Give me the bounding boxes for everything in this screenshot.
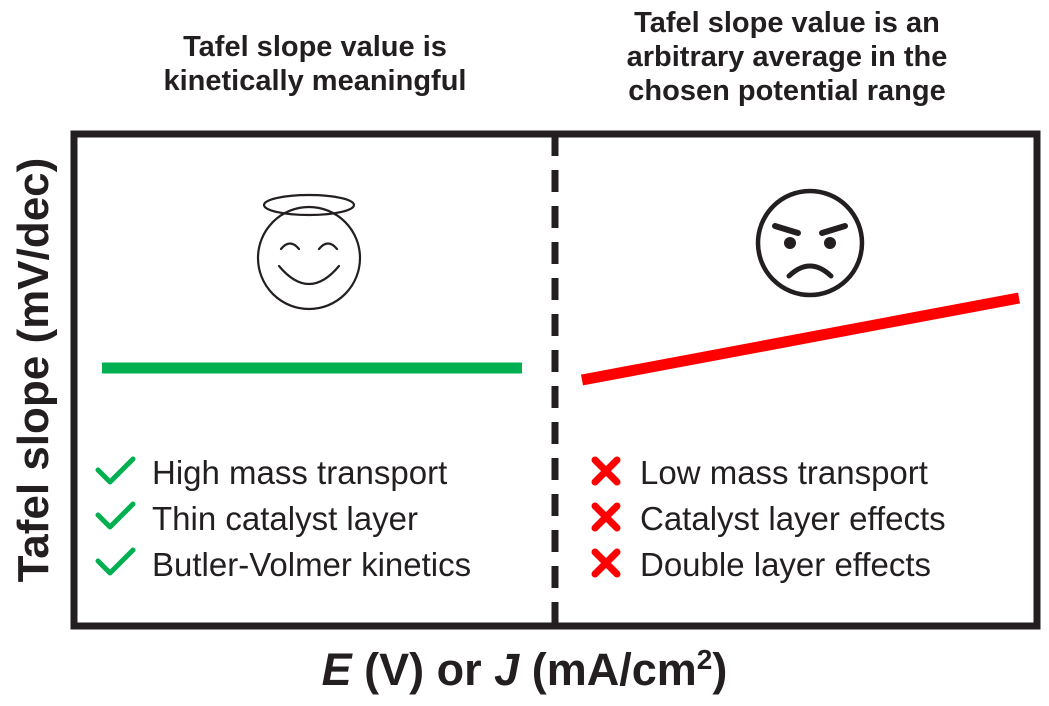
right-heading-line-1: Tafel slope value is an xyxy=(634,7,940,39)
cross-icon xyxy=(591,548,621,578)
y-axis-label: Tafel slope (mV/dec) xyxy=(9,157,58,583)
rising-tafel-slope-line xyxy=(580,292,1021,386)
cross-icon xyxy=(591,502,621,532)
check-icon xyxy=(95,456,136,485)
check-icon xyxy=(95,501,136,530)
left-panel-heading: Tafel slope value is kinetically meaning… xyxy=(80,30,550,98)
right-conditions-list: Low mass transport Catalyst layer effect… xyxy=(591,454,946,583)
left-conditions-list: High mass transport Thin catalyst layer … xyxy=(95,454,471,583)
halo-smiling-face-icon xyxy=(256,193,362,311)
right-panel-heading: Tafel slope value is an arbitrary averag… xyxy=(562,6,1012,108)
right-heading-line-3: chosen potential range xyxy=(628,75,946,107)
left-heading-line-1: Tafel slope value is xyxy=(183,31,447,63)
left-condition-2: Thin catalyst layer xyxy=(152,500,418,537)
x-axis-current-symbol: J xyxy=(494,644,520,695)
left-heading-line-2: kinetically meaningful xyxy=(163,65,467,97)
angry-face-icon xyxy=(755,188,865,298)
left-condition-1: High mass transport xyxy=(152,454,447,491)
x-axis-potential-unit: (V) or xyxy=(351,644,495,695)
right-condition-1: Low mass transport xyxy=(640,454,928,491)
x-axis-potential-symbol: E xyxy=(321,644,352,695)
cross-icon xyxy=(591,456,621,486)
x-axis-current-unit: (mA/cm xyxy=(519,644,697,695)
x-axis-label: E (V) or J (mA/cm2) xyxy=(0,644,1049,696)
right-heading-line-2: arbitrary average in the xyxy=(626,41,948,73)
right-condition-2: Catalyst layer effects xyxy=(640,500,946,537)
check-icon xyxy=(95,547,136,576)
right-condition-3: Double layer effects xyxy=(640,546,931,583)
x-axis-close-paren: ) xyxy=(712,644,728,695)
left-condition-3: Butler-Volmer kinetics xyxy=(152,546,471,583)
x-axis-unit-exponent: 2 xyxy=(696,644,713,675)
